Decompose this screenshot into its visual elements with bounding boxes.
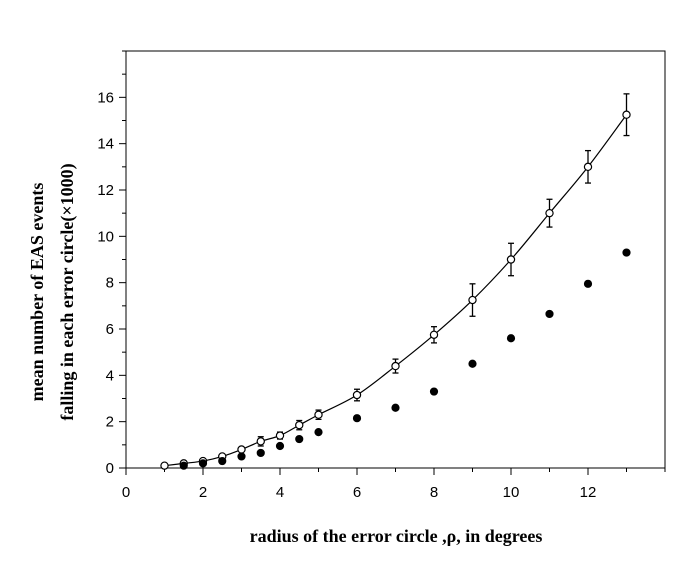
x-tick-label: 2 <box>199 484 207 501</box>
open-circle-point <box>314 410 323 419</box>
y-tick-label: 14 <box>97 136 114 153</box>
open-circle-point <box>468 295 477 305</box>
open-circle-point <box>160 461 169 470</box>
filled-circle-point <box>622 248 631 257</box>
fit-curve-layer <box>164 114 627 467</box>
y-tick-label: 12 <box>97 182 114 199</box>
axis-ticks: 0 2 4 6 8 10 12 0 2 4 6 8 10 12 14 16 <box>97 50 666 501</box>
filled-circle-point <box>179 461 188 470</box>
open-circle-point <box>237 445 246 454</box>
open-circle-point <box>256 437 265 446</box>
open-circle-point <box>545 208 554 218</box>
open-circle-point <box>275 431 285 440</box>
filled-circle-point <box>314 427 323 437</box>
filled-circle-point <box>391 403 400 412</box>
open-circle-point <box>506 255 516 264</box>
filled-circle-point <box>583 279 593 288</box>
open-circle-point <box>295 420 304 430</box>
y-axis-title-line2: falling in each error circle(×1000) <box>57 163 78 420</box>
open-circle-point <box>391 361 400 371</box>
y-tick-label: 2 <box>106 414 114 431</box>
x-tick-label: 12 <box>580 484 597 501</box>
filled-circle-point <box>295 434 304 444</box>
filled-circle-point <box>468 359 477 368</box>
filled-circle-point <box>506 334 516 343</box>
y-tick-label: 10 <box>97 228 114 245</box>
y-tick-label: 16 <box>97 89 114 106</box>
x-tick-label: 6 <box>353 484 361 501</box>
filled-circle-point <box>545 309 554 319</box>
y-tick-label: 4 <box>106 367 114 384</box>
filled-circle-point <box>256 448 265 458</box>
filled-circle-point <box>237 452 246 461</box>
filled-circle-point <box>198 459 208 468</box>
open-circle-point <box>429 330 439 339</box>
y-tick-label: 0 <box>106 460 114 477</box>
data-points <box>160 93 631 470</box>
y-tick-label: 8 <box>106 275 114 292</box>
open-circle-point <box>352 390 362 400</box>
open-circle-point <box>583 162 593 172</box>
open-circle-point <box>622 110 631 119</box>
fit-curve <box>164 114 627 467</box>
y-axis-title-line1: mean number of EAS events <box>27 183 47 402</box>
y-tick-label: 6 <box>106 321 114 338</box>
x-axis-title: radius of the error circle ,ρ, in degree… <box>250 526 543 546</box>
x-tick-label: 10 <box>503 484 520 501</box>
x-tick-label: 8 <box>430 484 438 501</box>
filled-circle-point <box>275 441 285 451</box>
filled-circle-point <box>352 414 362 423</box>
x-tick-label: 0 <box>122 484 130 501</box>
x-tick-label: 4 <box>276 484 284 501</box>
filled-circle-point <box>429 387 439 396</box>
filled-circle-point <box>218 456 227 466</box>
